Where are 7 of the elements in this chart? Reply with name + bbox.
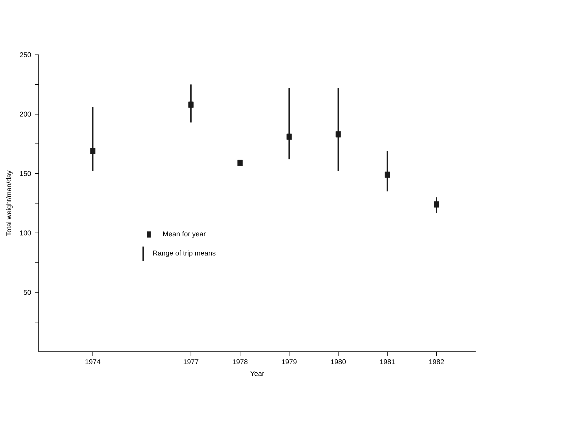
point (385, 172, 390, 178)
point (336, 132, 342, 138)
point (434, 202, 440, 208)
point (286, 134, 292, 140)
point (238, 160, 243, 166)
point (90, 148, 96, 154)
point (188, 102, 194, 108)
